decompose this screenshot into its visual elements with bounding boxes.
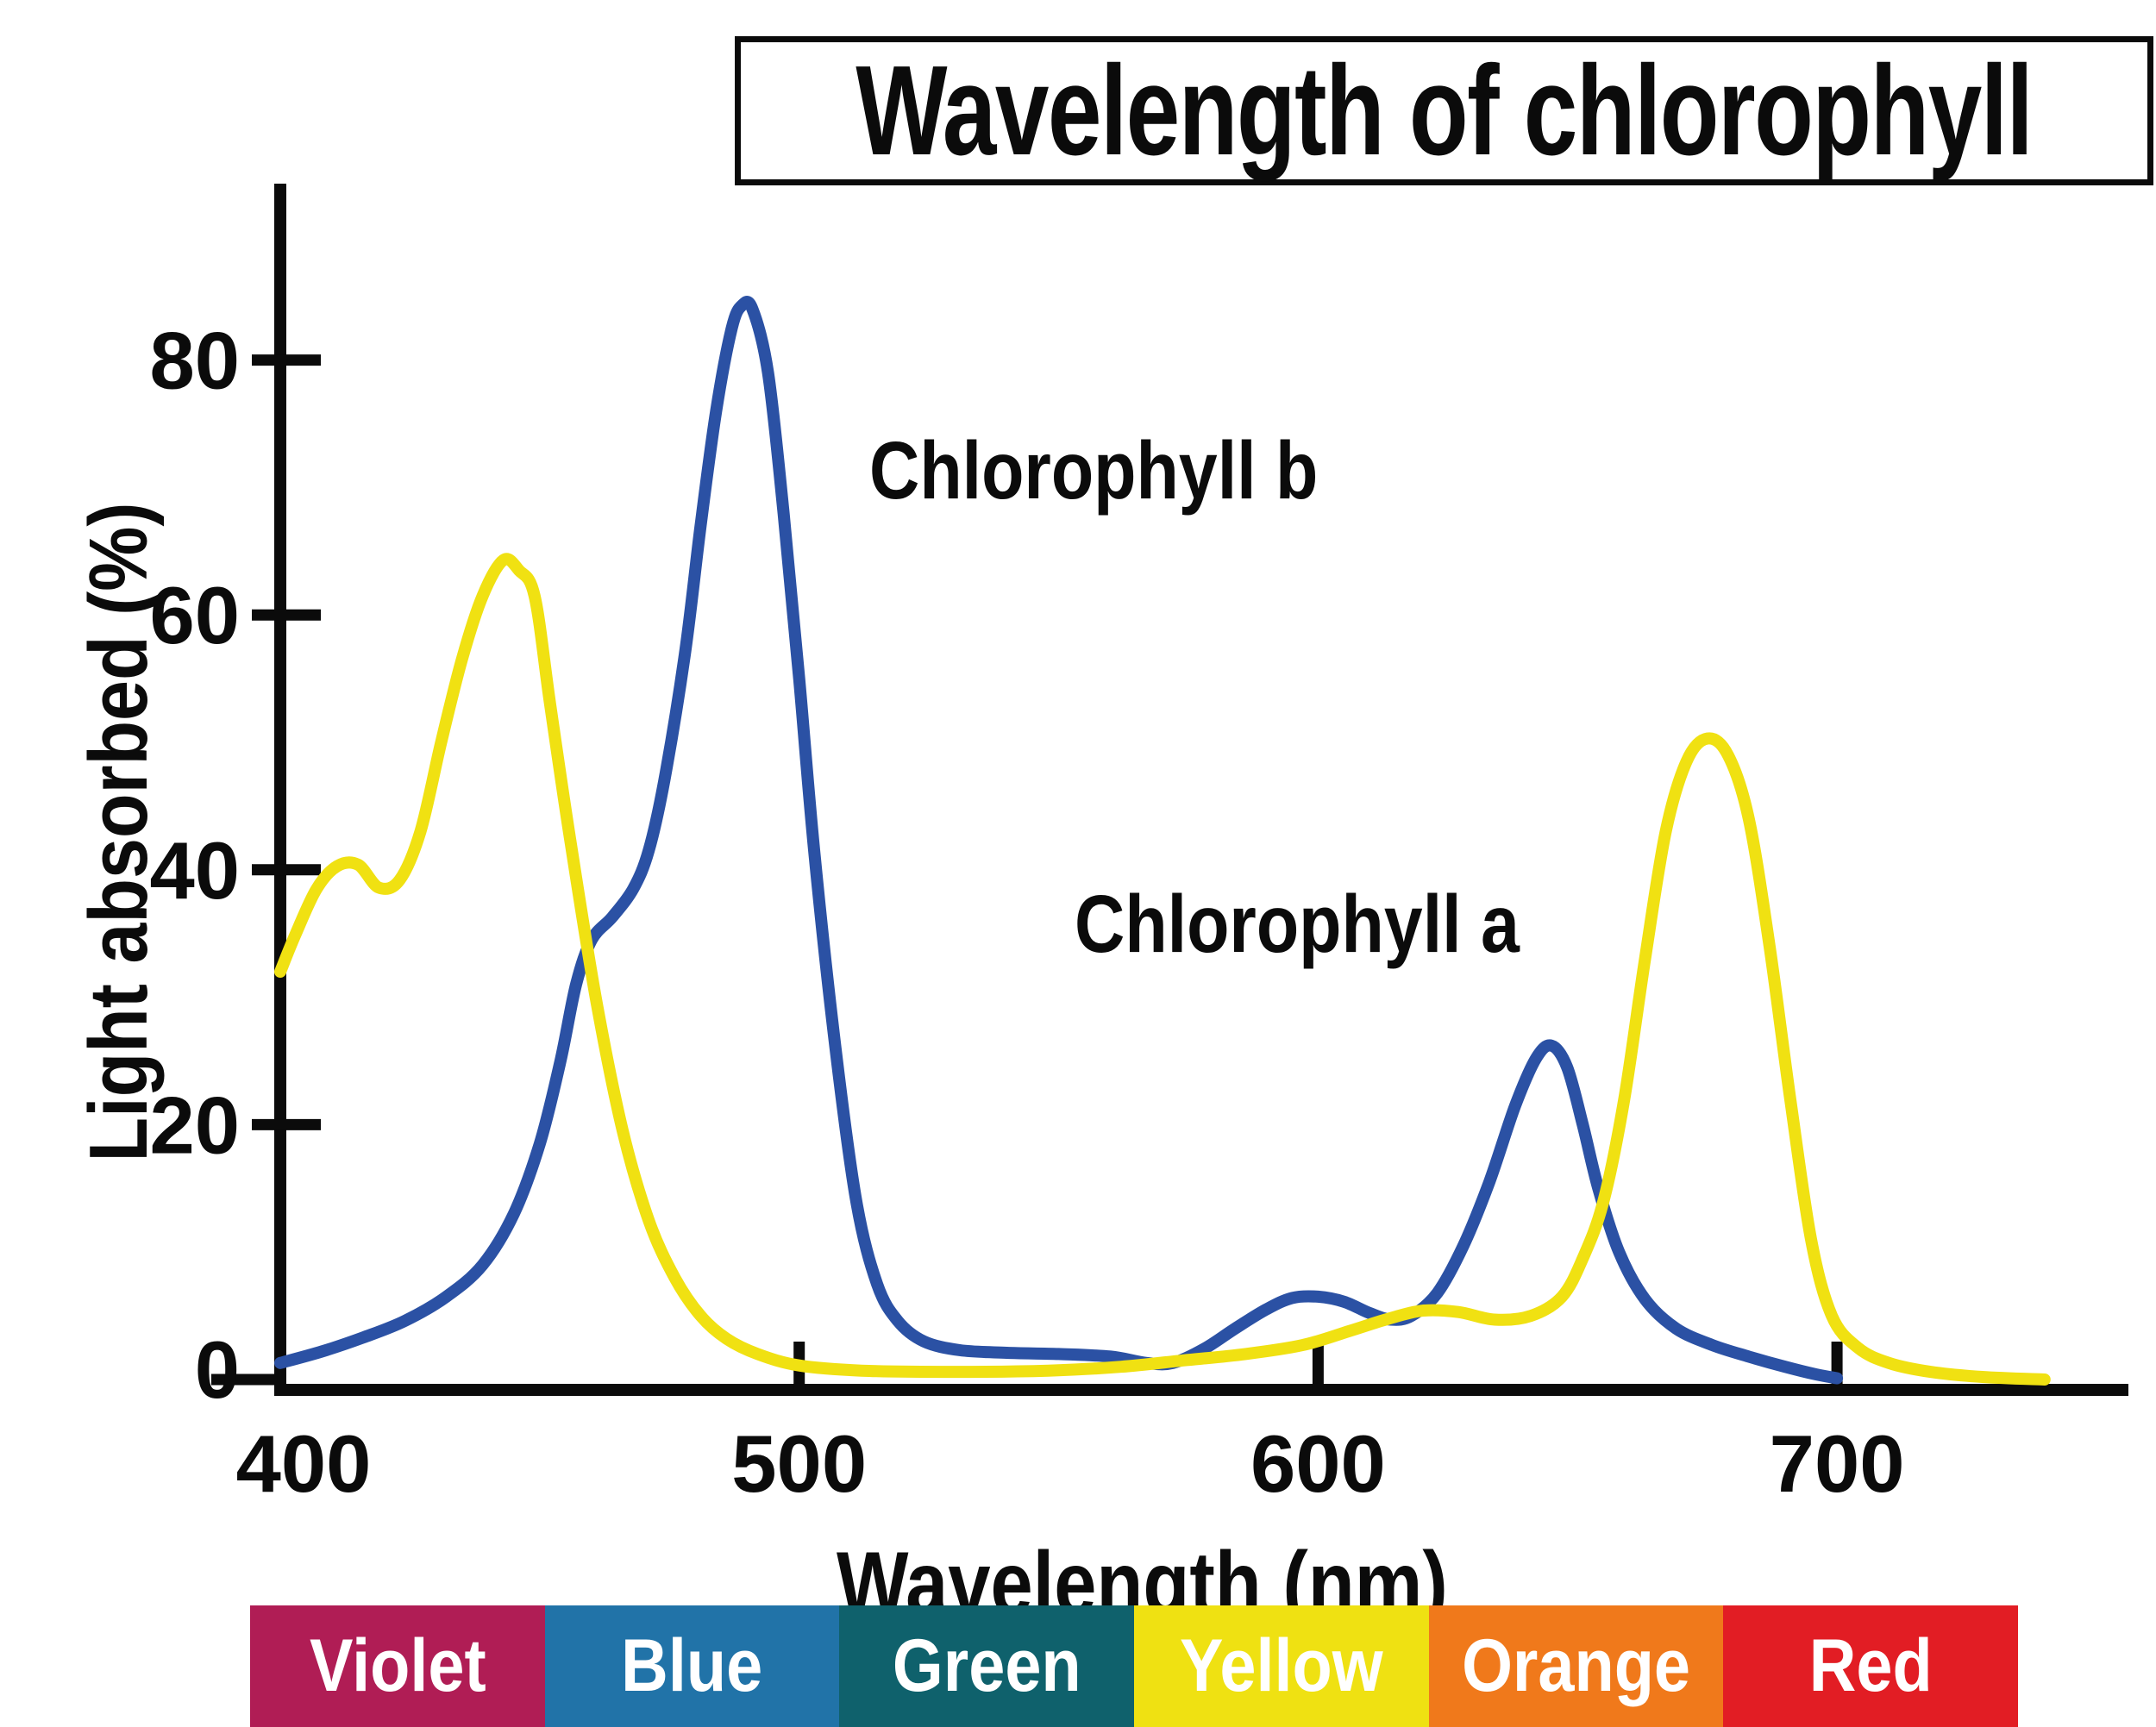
spectrum-segment-yellow: Yellow [1134,1605,1429,1727]
chart-title-box: Wavelength of chlorophyll [735,36,2153,185]
x-tick-label-500: 500 [731,1418,867,1509]
spectrum-segment-label: Blue [621,1624,763,1707]
y-axis-label: Light absorbed (%) [72,502,165,1162]
spectrum-segment-red: Red [1723,1605,2019,1727]
spectrum-segment-green: Green [839,1605,1135,1727]
spectrum-segment-label: Green [892,1624,1081,1707]
chlorophyll-b-label: Chlorophyll b [869,425,1319,516]
y-tick-label-20: 20 [149,1079,240,1170]
spectrum-segment-label: Violet [309,1624,486,1707]
y-tick-label-80: 80 [149,316,240,406]
spectrum-segment-violet: Violet [250,1605,545,1727]
y-tick-label-60: 60 [149,570,240,660]
x-tick-label-400: 400 [236,1418,372,1509]
spectrum-segment-blue: Blue [544,1605,840,1727]
curve-chlorophyll-b [274,296,1844,1385]
x-tick-label-700: 700 [1770,1418,1905,1509]
y-tick-label-40: 40 [149,825,240,916]
spectrum-segment-label: Yellow [1180,1624,1383,1707]
spectrum-segment-label: Red [1808,1624,1933,1707]
y-tick-label-0: 0 [195,1324,240,1415]
chlorophyll-a-label: Chlorophyll a [1075,879,1520,970]
x-tick-label-600: 600 [1250,1418,1386,1509]
chart-title: Wavelength of chlorophyll [856,39,2034,182]
curve-chlorophyll-a [274,553,2051,1386]
spectrum-segment-label: Orange [1462,1624,1690,1707]
visible-spectrum-band: Violet Blue Green Yellow Orange Red [250,1605,2019,1727]
spectrum-segment-orange: Orange [1428,1605,1724,1727]
